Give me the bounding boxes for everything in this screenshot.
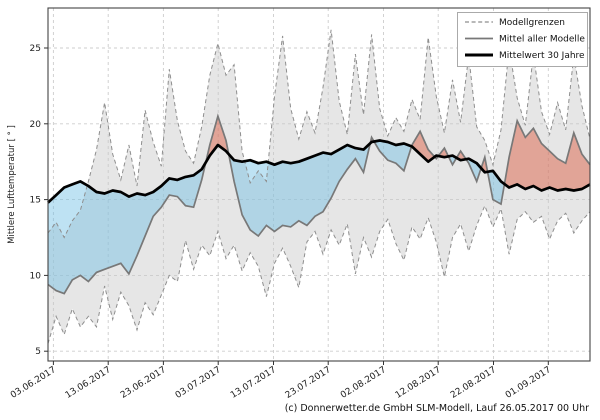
y-tick-label: 5: [35, 347, 41, 357]
colder-than-normal-area: [48, 140, 505, 294]
y-tick-label: 25: [30, 44, 41, 54]
y-tick-label: 20: [30, 120, 42, 130]
climate-mean-line: [47, 139, 591, 204]
y-tick-label: 10: [30, 271, 42, 281]
x-tick-label: 03.07.2017: [174, 365, 223, 401]
x-tick-label: 23.07.2017: [284, 365, 333, 401]
model-range-band: [48, 29, 590, 344]
legend-label-2: Mittelwert 30 Jahre: [499, 51, 585, 61]
warmer-than-normal-area: [205, 116, 590, 191]
plot-border: [47, 7, 591, 362]
x-tick-label: 22.08.2017: [449, 365, 498, 401]
x-tick-label: 23.06.2017: [119, 365, 168, 401]
model-range-upper-edge: [47, 29, 591, 239]
x-tick-label: 13.07.2017: [229, 365, 278, 401]
source-caption: (c) Donnerwetter.de GmbH SLM-Modell, Lau…: [284, 403, 589, 414]
y-tick-label: 15: [30, 196, 41, 206]
model-mean-line: [47, 113, 591, 295]
model-range-lower-edge: [47, 204, 591, 344]
x-tick-label: 03.06.2017: [9, 365, 58, 401]
x-tick-label: 02.08.2017: [339, 365, 388, 401]
legend-label-1: Mittel aller Modelle: [499, 35, 585, 45]
x-tick-label: 13.06.2017: [64, 365, 113, 401]
x-tick-label: 12.08.2017: [394, 365, 443, 401]
legend-label-0: Modellgrenzen: [499, 18, 565, 28]
x-tick-label: 01.09.2017: [504, 365, 553, 401]
y-axis-title: Mittlere Lufttemperatur [ ° ]: [7, 125, 17, 244]
